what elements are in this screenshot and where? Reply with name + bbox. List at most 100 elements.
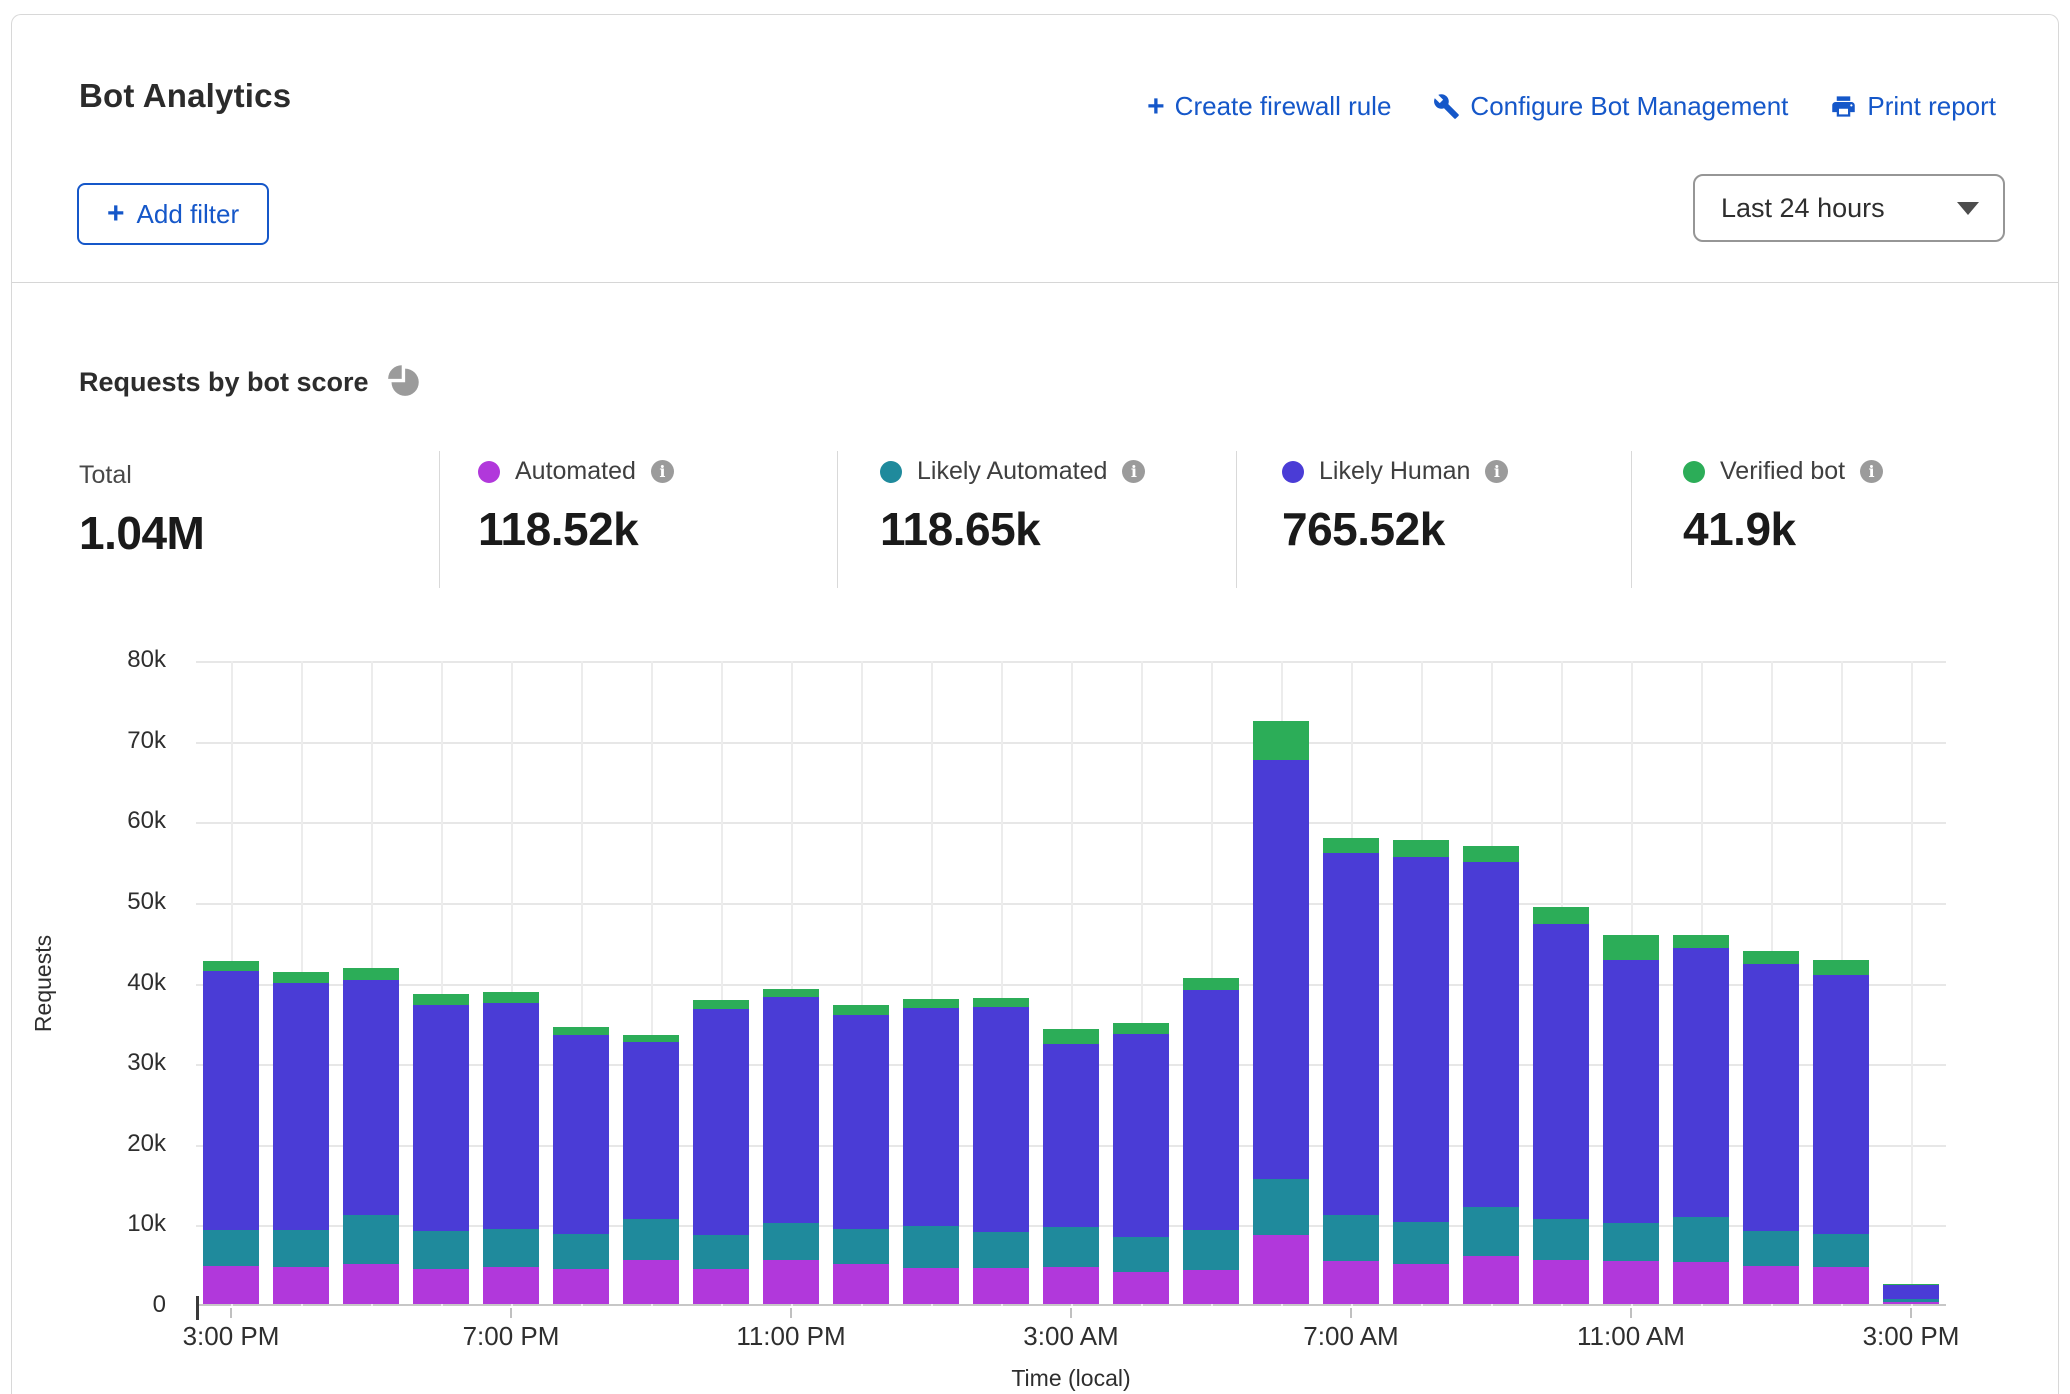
- bar-segment-likely-human[interactable]: [553, 1034, 609, 1234]
- bar-segment-automated[interactable]: [903, 1267, 959, 1304]
- bar-segment-likely-human[interactable]: [1533, 924, 1589, 1220]
- bar-segment-likely-human[interactable]: [413, 1004, 469, 1232]
- bar-segment-verified-bot[interactable]: [483, 992, 539, 1004]
- bar-segment-likely-human[interactable]: [343, 979, 399, 1216]
- bar-segment-automated[interactable]: [763, 1259, 819, 1304]
- bar-segment-likely-automated[interactable]: [1253, 1179, 1309, 1235]
- bar-segment-likely-human[interactable]: [1743, 963, 1799, 1232]
- bar-segment-likely-human[interactable]: [1043, 1043, 1099, 1227]
- bar-segment-verified-bot[interactable]: [1043, 1029, 1099, 1044]
- bar-7-00-am[interactable]: [1323, 838, 1379, 1304]
- bar-1-00-pm[interactable]: [1743, 951, 1799, 1304]
- bar-segment-automated[interactable]: [1533, 1259, 1589, 1304]
- bar-segment-automated[interactable]: [1393, 1263, 1449, 1304]
- bar-6-00-pm[interactable]: [413, 994, 469, 1304]
- bar-segment-likely-human[interactable]: [623, 1041, 679, 1219]
- time-range-select[interactable]: Last 24 hours: [1693, 174, 2005, 242]
- bar-segment-likely-human[interactable]: [273, 983, 329, 1230]
- info-icon[interactable]: i: [1485, 460, 1509, 483]
- bar-segment-automated[interactable]: [203, 1266, 259, 1304]
- bar-segment-automated[interactable]: [1743, 1266, 1799, 1304]
- bar-segment-likely-automated[interactable]: [1183, 1229, 1239, 1271]
- bar-4-00-am[interactable]: [1113, 1023, 1169, 1304]
- bar-10-00-pm[interactable]: [693, 1000, 749, 1304]
- bar-segment-likely-automated[interactable]: [1323, 1215, 1379, 1262]
- bar-12-00-pm[interactable]: [1673, 934, 1729, 1304]
- bar-2-00-pm[interactable]: [1813, 959, 1869, 1304]
- bar-segment-automated[interactable]: [1323, 1261, 1379, 1304]
- bar-segment-verified-bot[interactable]: [1743, 951, 1799, 964]
- bar-segment-likely-automated[interactable]: [903, 1225, 959, 1268]
- bar-12-00-am[interactable]: [833, 1004, 889, 1304]
- bar-segment-automated[interactable]: [623, 1259, 679, 1304]
- bar-segment-verified-bot[interactable]: [1183, 978, 1239, 991]
- bar-segment-likely-automated[interactable]: [973, 1232, 1029, 1268]
- bar-segment-likely-automated[interactable]: [1813, 1233, 1869, 1267]
- bar-segment-verified-bot[interactable]: [903, 999, 959, 1009]
- info-icon[interactable]: i: [1122, 460, 1146, 483]
- bar-segment-likely-human[interactable]: [1113, 1033, 1169, 1238]
- bar-segment-verified-bot[interactable]: [1253, 721, 1309, 760]
- bar-segment-verified-bot[interactable]: [1323, 838, 1379, 853]
- bar-segment-verified-bot[interactable]: [1533, 906, 1589, 925]
- bar-segment-likely-human[interactable]: [1463, 862, 1519, 1208]
- bar-segment-likely-human[interactable]: [1323, 852, 1379, 1216]
- bar-segment-likely-automated[interactable]: [203, 1229, 259, 1267]
- bar-segment-likely-automated[interactable]: [1603, 1223, 1659, 1262]
- bar-segment-verified-bot[interactable]: [553, 1026, 609, 1035]
- bar-segment-automated[interactable]: [1813, 1266, 1869, 1304]
- bar-segment-verified-bot[interactable]: [1113, 1023, 1169, 1034]
- bar-segment-likely-human[interactable]: [693, 1008, 749, 1235]
- bar-segment-automated[interactable]: [1113, 1271, 1169, 1304]
- bar-segment-likely-automated[interactable]: [1673, 1216, 1729, 1263]
- bar-segment-automated[interactable]: [1253, 1234, 1309, 1304]
- bar-segment-automated[interactable]: [693, 1269, 749, 1304]
- bar-segment-verified-bot[interactable]: [693, 1000, 749, 1009]
- bar-segment-automated[interactable]: [1603, 1261, 1659, 1304]
- bar-segment-verified-bot[interactable]: [623, 1034, 679, 1042]
- bar-segment-verified-bot[interactable]: [833, 1004, 889, 1015]
- create-firewall-rule-link[interactable]: + Create firewall rule: [1147, 91, 1391, 122]
- bar-11-00-pm[interactable]: [763, 988, 819, 1304]
- bar-segment-likely-automated[interactable]: [1463, 1207, 1519, 1256]
- bar-2-00-am[interactable]: [973, 998, 1029, 1304]
- bar-segment-automated[interactable]: [553, 1269, 609, 1304]
- bar-9-00-pm[interactable]: [623, 1034, 679, 1304]
- bar-10-00-am[interactable]: [1533, 906, 1589, 1304]
- bar-segment-verified-bot[interactable]: [763, 988, 819, 997]
- bar-segment-likely-human[interactable]: [833, 1014, 889, 1230]
- bar-segment-verified-bot[interactable]: [1673, 934, 1729, 948]
- bar-5-00-pm[interactable]: [343, 967, 399, 1304]
- bar-segment-verified-bot[interactable]: [1813, 959, 1869, 976]
- bar-segment-verified-bot[interactable]: [203, 960, 259, 972]
- bar-segment-likely-automated[interactable]: [343, 1215, 399, 1264]
- bar-segment-automated[interactable]: [1463, 1255, 1519, 1304]
- bar-segment-automated[interactable]: [973, 1267, 1029, 1304]
- bar-segment-likely-human[interactable]: [1813, 975, 1869, 1234]
- bar-3-00-pm[interactable]: [1883, 1284, 1939, 1304]
- bar-segment-likely-human[interactable]: [203, 971, 259, 1230]
- bar-segment-verified-bot[interactable]: [273, 971, 329, 984]
- bar-segment-likely-automated[interactable]: [553, 1233, 609, 1270]
- bar-1-00-am[interactable]: [903, 999, 959, 1304]
- print-report-link[interactable]: Print report: [1830, 91, 1996, 122]
- bar-segment-likely-human[interactable]: [1673, 947, 1729, 1217]
- bar-segment-likely-human[interactable]: [1183, 990, 1239, 1230]
- bar-4-00-pm[interactable]: [273, 971, 329, 1304]
- bar-3-00-am[interactable]: [1043, 1029, 1099, 1304]
- bar-segment-likely-automated[interactable]: [623, 1218, 679, 1260]
- bar-segment-automated[interactable]: [413, 1268, 469, 1304]
- bar-segment-likely-human[interactable]: [973, 1006, 1029, 1233]
- info-icon[interactable]: i: [650, 460, 674, 483]
- bar-segment-verified-bot[interactable]: [343, 967, 399, 980]
- bar-segment-automated[interactable]: [1883, 1301, 1939, 1304]
- bar-segment-automated[interactable]: [343, 1263, 399, 1304]
- bar-segment-verified-bot[interactable]: [973, 998, 1029, 1007]
- bar-segment-likely-automated[interactable]: [763, 1223, 819, 1260]
- configure-bot-management-link[interactable]: Configure Bot Management: [1433, 91, 1788, 122]
- bar-segment-likely-human[interactable]: [903, 1008, 959, 1226]
- bar-segment-likely-automated[interactable]: [1113, 1237, 1169, 1272]
- bar-5-00-am[interactable]: [1183, 978, 1239, 1304]
- bar-segment-likely-automated[interactable]: [413, 1231, 469, 1269]
- bar-segment-likely-automated[interactable]: [1043, 1226, 1099, 1267]
